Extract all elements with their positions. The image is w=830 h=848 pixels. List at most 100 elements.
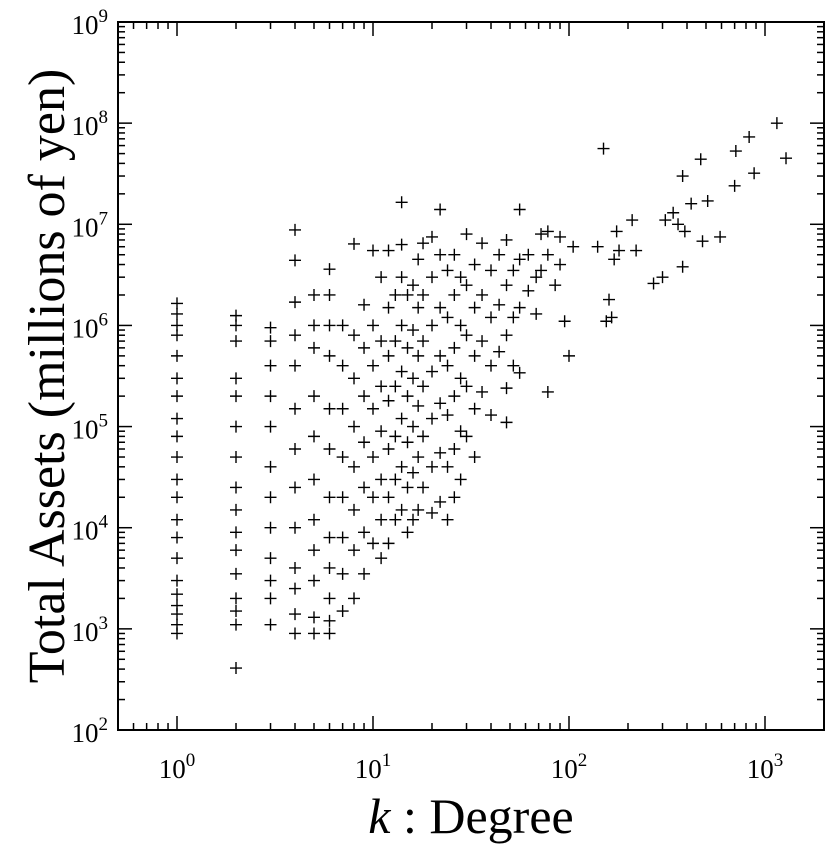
data-point [554, 258, 567, 271]
data-point [493, 248, 506, 261]
data-point [289, 254, 302, 267]
data-point [367, 244, 380, 257]
data-point [513, 366, 526, 379]
data-point [336, 567, 349, 580]
data-point [407, 324, 420, 337]
data-point [307, 430, 320, 443]
data-point [171, 608, 184, 621]
data-point [535, 264, 548, 277]
y-tick-label: 107 [72, 208, 109, 242]
data-point [460, 329, 473, 342]
data-point [230, 319, 243, 332]
data-point [448, 390, 461, 403]
data-point [307, 319, 320, 332]
data-point [395, 319, 408, 332]
data-point [412, 503, 425, 516]
data-point [401, 390, 414, 403]
data-point [289, 521, 302, 534]
data-point [476, 237, 489, 250]
data-point [336, 402, 349, 415]
data-point [230, 390, 243, 403]
data-point [375, 513, 388, 526]
data-point [468, 349, 481, 362]
data-point [426, 230, 439, 243]
data-point [264, 321, 277, 334]
data-point [460, 228, 473, 241]
data-point [348, 237, 361, 250]
data-point [395, 460, 408, 473]
data-point [289, 443, 302, 456]
data-point [375, 271, 388, 284]
data-point [541, 225, 554, 238]
data-point [567, 240, 580, 253]
data-point [358, 481, 371, 494]
data-point [659, 214, 672, 227]
data-point [264, 552, 277, 565]
data-point [485, 264, 498, 277]
data-point [389, 513, 402, 526]
data-point [554, 230, 567, 243]
y-tick-label: 102 [72, 714, 109, 748]
data-point [448, 443, 461, 456]
data-point [530, 271, 543, 284]
data-point [468, 258, 481, 271]
data-point [375, 380, 388, 393]
data-point [367, 359, 380, 372]
data-point [307, 341, 320, 354]
data-point [336, 359, 349, 372]
data-point [382, 301, 395, 314]
data-point [171, 297, 184, 310]
data-point [348, 503, 361, 516]
y-axis-title: Total Assets (millions of yen) [19, 69, 76, 684]
data-point [468, 451, 481, 464]
data-point [714, 230, 727, 243]
data-point [417, 430, 430, 443]
data-point [407, 279, 420, 292]
data-point [171, 390, 184, 403]
data-point [348, 544, 361, 557]
data-point [171, 513, 184, 526]
y-tick-label: 108 [72, 107, 109, 141]
data-point [289, 481, 302, 494]
data-point [395, 196, 408, 209]
data-point [289, 359, 302, 372]
data-point [348, 329, 361, 342]
data-point [441, 311, 454, 324]
data-point [171, 329, 184, 342]
data-point [468, 402, 481, 415]
data-point [395, 238, 408, 251]
data-point [389, 430, 402, 443]
data-point [289, 608, 302, 621]
data-point [395, 503, 408, 516]
data-point [171, 430, 184, 443]
data-point [454, 473, 467, 486]
data-point [336, 491, 349, 504]
x-tick-label: 103 [747, 750, 784, 784]
data-point [336, 451, 349, 464]
data-point [448, 248, 461, 261]
data-point [171, 372, 184, 385]
x-axis-label: : Degree [390, 788, 573, 844]
data-point [171, 531, 184, 544]
data-point [382, 491, 395, 504]
data-point [401, 341, 414, 354]
data-point [748, 167, 761, 180]
data-point [395, 365, 408, 378]
data-point [426, 271, 439, 284]
data-point [468, 301, 481, 314]
data-point [448, 491, 461, 504]
data-point [701, 194, 714, 207]
data-point [171, 588, 184, 601]
data-point [336, 531, 349, 544]
data-point [395, 271, 408, 284]
data-point [493, 298, 506, 311]
data-point [513, 253, 526, 266]
data-point [323, 531, 336, 544]
data-point [454, 372, 467, 385]
data-point [323, 402, 336, 415]
y-tick-label: 103 [72, 613, 109, 647]
data-point [375, 552, 388, 565]
data-point [412, 301, 425, 314]
data-point [412, 451, 425, 464]
